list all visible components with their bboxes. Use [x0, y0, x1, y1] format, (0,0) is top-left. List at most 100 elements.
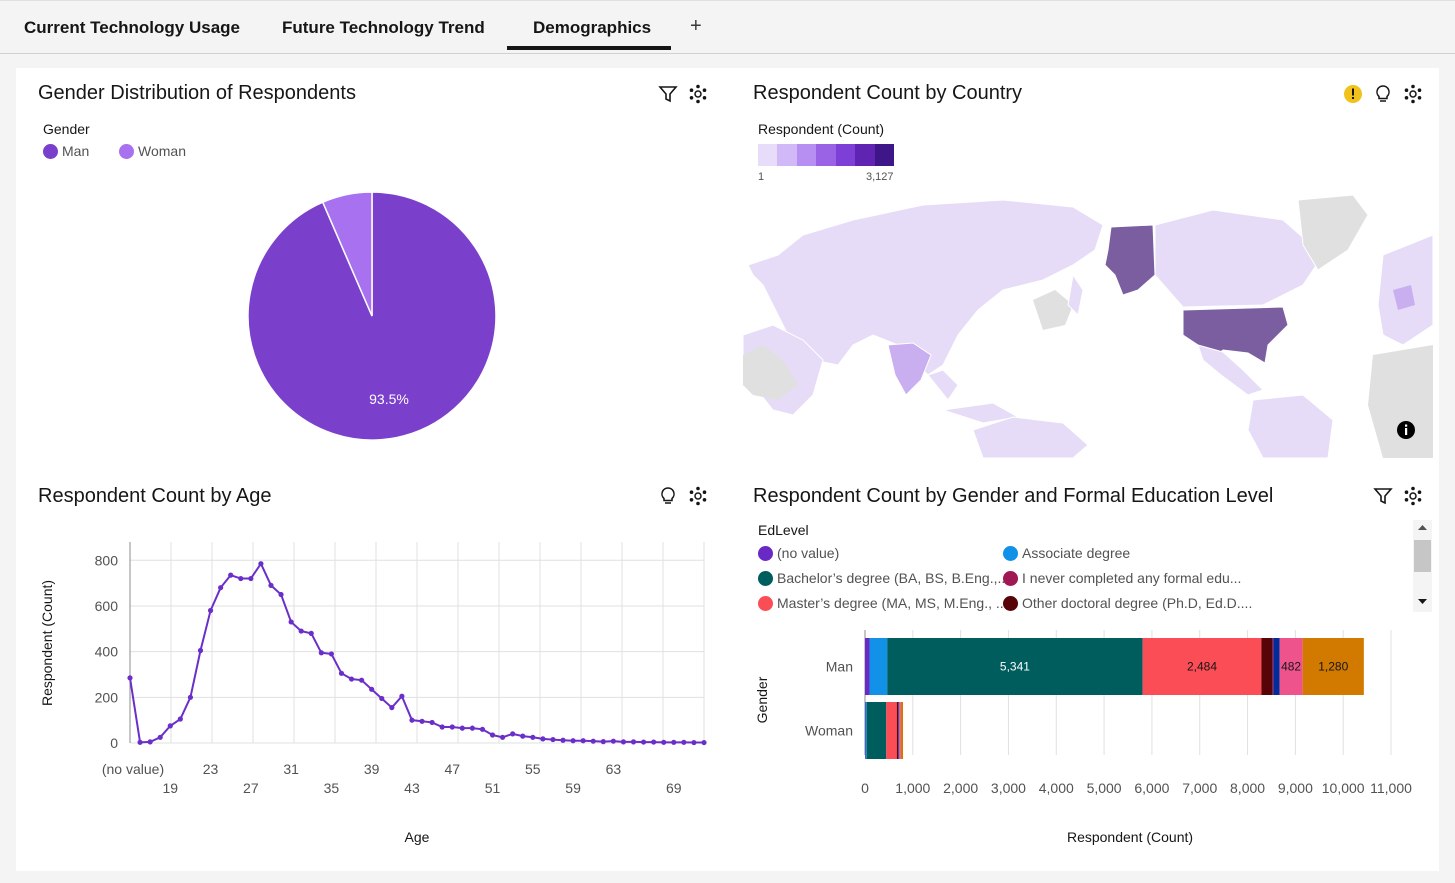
tab-demographics[interactable]: Demographics: [533, 18, 652, 37]
age-data-point: [308, 630, 314, 636]
lightbulb-icon[interactable]: [657, 485, 679, 507]
age-data-point: [560, 737, 566, 743]
age-data-point: [459, 725, 465, 731]
add-tab-button[interactable]: +: [690, 15, 702, 37]
map-country-mexico[interactable]: [1197, 344, 1264, 396]
legend-swatch: [1003, 546, 1018, 561]
x-axis-title: Age: [405, 829, 430, 845]
pie-slice-label: 93.5%: [369, 391, 409, 407]
settings-icon[interactable]: [687, 485, 709, 507]
legend-item-no-formal[interactable]: I never completed any formal edu...: [1003, 570, 1241, 586]
legend-item-no-value[interactable]: (no value): [758, 545, 839, 561]
tab-current-technology-usage[interactable]: Current Technology Usage: [24, 18, 240, 37]
age-data-point: [630, 739, 637, 745]
legend-item-woman[interactable]: Woman: [119, 143, 186, 159]
x-tick-label: 2,000: [943, 780, 978, 796]
legend-item-associate[interactable]: Associate degree: [1003, 545, 1130, 561]
tab-bar: Current Technology Usage Future Technolo…: [0, 0, 1455, 54]
age-data-point: [479, 726, 486, 732]
filter-icon[interactable]: [657, 83, 679, 105]
scroll-down-icon[interactable]: [1413, 593, 1432, 609]
stacked-bar-segment: [1279, 638, 1303, 695]
stacked-bar-segment: [887, 638, 1143, 695]
settings-icon[interactable]: [1402, 485, 1424, 507]
map-region-alaska[interactable]: [1104, 224, 1156, 296]
color-scale-step: [874, 144, 894, 166]
age-data-point: [127, 675, 133, 681]
legend-swatch: [1003, 596, 1018, 611]
x-tick-label: 5,000: [1087, 780, 1122, 796]
age-data-point: [248, 575, 254, 582]
color-scale-step: [816, 144, 836, 166]
age-data-point: [399, 693, 405, 699]
warning-icon[interactable]: [1342, 83, 1364, 105]
stacked-bar-segment: [865, 702, 867, 759]
map-country-japan[interactable]: [1067, 273, 1084, 317]
x-tick-label: 7,000: [1182, 780, 1217, 796]
world-map[interactable]: [743, 195, 1433, 458]
map-region-eurasia[interactable]: [747, 199, 1104, 376]
color-scale-step: [855, 144, 875, 166]
legend-item-masters[interactable]: Master’s degree (MA, MS, M.Eng., ...: [758, 595, 1008, 611]
age-data-point: [369, 686, 375, 692]
stacked-bar-segment: [1272, 638, 1274, 695]
x-tick-label: 47: [444, 761, 460, 777]
legend-swatch: [758, 571, 773, 586]
map-country-australia[interactable]: [972, 416, 1089, 458]
x-tick-label: 1,000: [895, 780, 930, 796]
legend-swatch: [1003, 571, 1018, 586]
age-data-point: [580, 738, 586, 744]
info-icon[interactable]: [1395, 419, 1417, 441]
x-tick-label: 27: [243, 780, 259, 796]
age-data-point: [570, 738, 576, 744]
scroll-up-icon[interactable]: [1413, 520, 1432, 536]
age-data-point: [409, 717, 415, 723]
stacked-bar-segment: [865, 638, 870, 695]
x-tick-label: 10,000: [1322, 780, 1365, 796]
age-panel-title: Respondent Count by Age: [38, 485, 272, 507]
color-scale-legend: [758, 144, 894, 166]
age-data-point: [167, 723, 173, 729]
map-region-se-asia[interactable]: [927, 369, 1020, 424]
map-country-india[interactable]: [887, 342, 932, 396]
age-series-line: [129, 561, 704, 744]
stacked-bar-segment: [896, 702, 898, 759]
age-data-point: [288, 619, 294, 625]
legend-scrollbar-thumb[interactable]: [1414, 540, 1431, 572]
x-tick-label: 8,000: [1230, 780, 1265, 796]
x-tick-label: 69: [666, 780, 682, 796]
age-data-point: [177, 716, 183, 722]
x-tick-label: (no value): [102, 761, 164, 777]
lightbulb-icon[interactable]: [1372, 83, 1394, 105]
map-country-canada[interactable]: [1154, 209, 1324, 308]
age-data-point: [268, 582, 274, 588]
age-data-point: [489, 732, 496, 738]
legend-label: (no value): [777, 545, 840, 561]
map-region-south-america[interactable]: [1247, 394, 1334, 458]
map-country-uk[interactable]: [1393, 285, 1415, 310]
pie-slice-woman: [321, 191, 373, 317]
legend-label: Other doctoral degree (Ph.D, Ed.D....: [1022, 595, 1253, 611]
settings-icon[interactable]: [687, 83, 709, 105]
legend-item-other-doctoral[interactable]: Other doctoral degree (Ph.D, Ed.D....: [1003, 595, 1252, 611]
tab-future-technology-trend[interactable]: Future Technology Trend: [282, 18, 485, 37]
stacked-bar-segment: [898, 702, 901, 759]
age-data-point: [258, 561, 264, 567]
legend-label: Associate degree: [1022, 545, 1131, 561]
filter-icon[interactable]: [1372, 485, 1394, 507]
age-data-point: [207, 607, 214, 614]
age-data-point: [671, 739, 677, 745]
x-tick-label: 39: [364, 761, 380, 777]
y-tick-label: 200: [95, 689, 119, 705]
age-data-point: [419, 718, 425, 724]
x-tick-label: 3,000: [991, 780, 1026, 796]
age-data-point: [661, 739, 667, 745]
gender-legend-title: Gender: [43, 121, 90, 137]
settings-icon[interactable]: [1402, 83, 1424, 105]
y-tick-label: 800: [95, 552, 119, 568]
legend-item-man[interactable]: Man: [43, 143, 89, 159]
age-data-point: [701, 739, 707, 746]
y-axis-title: Respondent (Count): [39, 580, 55, 706]
stacked-bar-segment: [898, 702, 899, 759]
legend-item-bachelors[interactable]: Bachelor’s degree (BA, BS, B.Eng.,...: [758, 570, 1009, 586]
